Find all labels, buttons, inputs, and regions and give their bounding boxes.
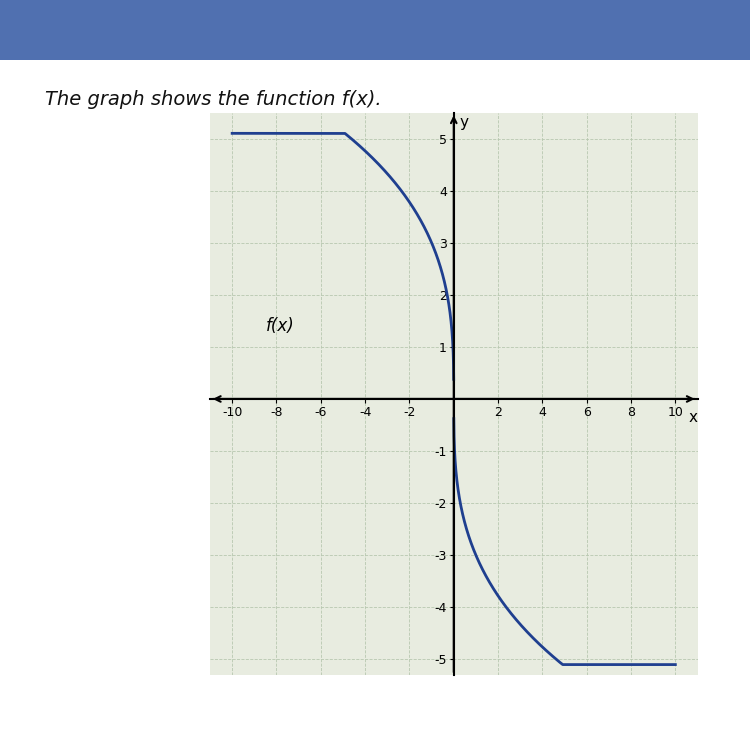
- Text: The graph shows the function f(x).: The graph shows the function f(x).: [45, 90, 382, 109]
- Text: f(x): f(x): [266, 317, 294, 335]
- Text: x: x: [688, 410, 698, 424]
- Text: y: y: [459, 115, 468, 130]
